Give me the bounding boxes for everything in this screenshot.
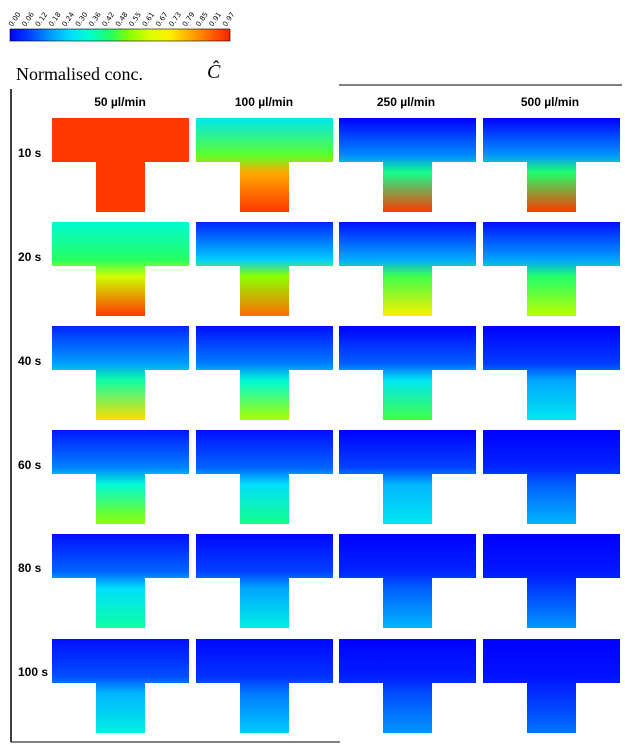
colorbar-tick-label: 0.06 [20,10,36,28]
column-header-50: 50 µl/min [94,95,146,109]
colorbar-tick-label: 0.00 [7,11,22,28]
concentration-panel [483,118,620,212]
colorbar-tick-labels: 0.000.060.120.180.240.300.360.420.480.55… [7,10,236,28]
column-header-500: 500 µl/min [521,95,579,109]
concentration-panel [52,430,189,524]
concentration-panel [196,118,333,212]
concentration-panel [483,430,620,524]
colorbar-tick-label: 0.61 [141,11,156,28]
legend-symbol: Ĉ [207,59,221,83]
colorbar-tick-label: 0.36 [87,10,103,28]
colorbar-tick-label: 0.97 [221,11,236,28]
colorbar: 0.000.060.120.180.240.300.360.420.480.55… [7,10,237,42]
column-header-100: 100 µl/min [235,95,293,109]
concentration-panel [52,639,189,733]
concentration-panel [483,222,620,316]
concentration-panel [52,534,189,628]
colorbar-tick-label: 0.79 [181,11,196,28]
row-header-80s: 80 s [18,561,42,575]
simulation-panels [52,118,620,733]
concentration-panel [196,639,333,733]
colorbar-tick-label: 0.67 [154,11,169,28]
row-header-10s: 10 s [18,146,42,160]
row-header-20s: 20 s [18,250,42,264]
column-header-250: 250 µl/min [377,95,435,109]
colorbar-tick-label: 0.24 [61,10,77,28]
concentration-panel [339,326,476,420]
colorbar-tick-label: 0.42 [101,11,116,28]
row-header-40s: 40 s [18,354,42,368]
concentration-panel [196,430,333,524]
concentration-panel [483,326,620,420]
colorbar-tick-label: 0.85 [194,11,209,28]
concentration-panel [483,639,620,733]
concentration-panel [339,534,476,628]
legend-title: Normalised conc. [16,64,143,84]
concentration-panel [196,326,333,420]
colorbar-tick-label: 0.55 [127,11,142,28]
concentration-panel [52,326,189,420]
concentration-panel [52,222,189,316]
colorbar-gradient [9,28,231,42]
concentration-panel [339,222,476,316]
row-header-100s: 100 s [18,665,48,679]
row-header-60s: 60 s [18,458,42,472]
colorbar-tick-label: 0.30 [74,11,89,28]
colorbar-tick-label: 0.18 [47,11,62,28]
colorbar-tick-label: 0.12 [34,11,49,28]
concentration-panel [52,118,189,212]
colorbar-tick-label: 0.48 [114,11,129,28]
concentration-panel [196,534,333,628]
colorbar-tick-label: 0.73 [168,11,183,28]
concentration-panel [483,534,620,628]
concentration-panel [339,118,476,212]
concentration-panel [339,639,476,733]
concentration-panel [339,430,476,524]
colorbar-tick-label: 0.91 [208,11,223,28]
concentration-panel [196,222,333,316]
